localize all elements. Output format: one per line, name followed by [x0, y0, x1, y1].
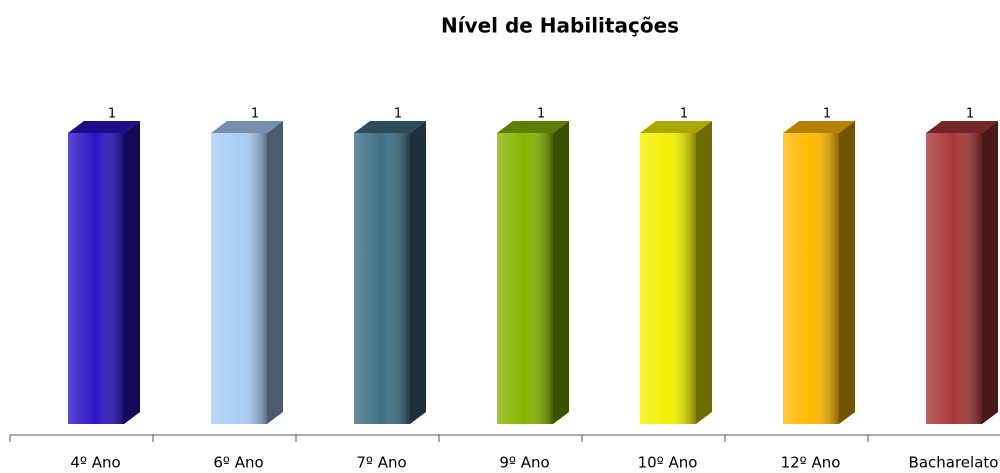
- data-label: 1: [251, 107, 259, 122]
- bar-top: [354, 121, 426, 133]
- bar-top: [926, 121, 998, 133]
- bar-top: [783, 121, 855, 133]
- bar-top-shade: [783, 121, 855, 133]
- bar-shade: [68, 133, 124, 424]
- bar-top-shade: [926, 121, 998, 133]
- chart-title: Nível de Habilitações: [441, 14, 679, 38]
- bar-top-shade: [211, 121, 283, 133]
- bar-side-shade: [839, 121, 855, 424]
- bar-shade: [497, 133, 553, 424]
- data-label: 1: [966, 107, 974, 122]
- bar-side-shade: [982, 121, 998, 424]
- data-label: 1: [108, 107, 116, 122]
- data-label: 1: [823, 107, 831, 122]
- bar-top: [68, 121, 140, 133]
- data-label: 1: [394, 107, 402, 122]
- bar-side-shade: [124, 121, 140, 424]
- bar-shade: [211, 133, 267, 424]
- bar-side-shade: [410, 121, 426, 424]
- x-tick-label: 10º Ano: [638, 454, 698, 472]
- x-tick-label: 9º Ano: [499, 454, 549, 472]
- bar-shade: [354, 133, 410, 424]
- bar-side-shade: [696, 121, 712, 424]
- bar-top: [211, 121, 283, 133]
- bar-top-shade: [68, 121, 140, 133]
- bar-top: [497, 121, 569, 133]
- bar-shade: [783, 133, 839, 424]
- bar-top: [640, 121, 712, 133]
- bar-shade: [640, 133, 696, 424]
- bar-side-shade: [553, 121, 569, 424]
- data-label: 1: [680, 107, 688, 122]
- x-tick-label: 6º Ano: [213, 454, 263, 472]
- bar-top-shade: [640, 121, 712, 133]
- x-tick-label: 7º Ano: [356, 454, 406, 472]
- bar-top-shade: [354, 121, 426, 133]
- x-tick-label: 12º Ano: [781, 454, 841, 472]
- bar-side-shade: [267, 121, 283, 424]
- x-tick-label: Bacharelato: [909, 454, 999, 472]
- data-label: 1: [537, 107, 545, 122]
- bar-shade: [926, 133, 982, 424]
- x-tick-label: 4º Ano: [70, 454, 120, 472]
- bar-top-shade: [497, 121, 569, 133]
